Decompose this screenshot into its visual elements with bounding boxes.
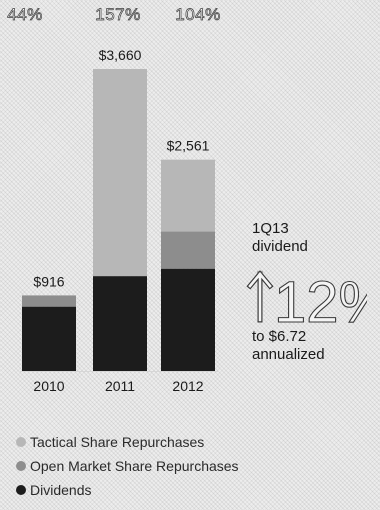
total-label-2010: $916 [33, 273, 64, 289]
callout-subject: dividend [252, 238, 308, 255]
legend-label: Open Market Share Repurchases [30, 458, 239, 474]
bar-segment-dividends-2011 [93, 276, 147, 371]
bar-segment-open-market-share-repurchases-2010 [22, 295, 76, 307]
up-arrow-icon [246, 270, 274, 323]
legend-swatch-dot-icon [16, 485, 26, 495]
callout-increase: 12% [242, 262, 380, 336]
legend-label: Tactical Share Repurchases [30, 434, 205, 450]
legend-item: Tactical Share Repurchases [16, 430, 239, 454]
year-label-2012: 2012 [172, 378, 203, 394]
percent-label-2011: 157% [95, 5, 140, 24]
bar-segment-dividends-2012 [161, 268, 215, 371]
callout-period: 1Q13 [252, 220, 289, 237]
bar-segment-open-market-share-repurchases-2012 [161, 231, 215, 269]
bar-segment-dividends-2010 [22, 306, 76, 371]
callout-rate-basis: annualized [252, 346, 325, 363]
legend-label: Dividends [30, 482, 92, 498]
callout-new-rate: to $6.72 [252, 328, 307, 345]
total-label-2012: $2,561 [167, 138, 210, 154]
percent-label-2010: 44% [7, 5, 43, 24]
year-label-2011: 2011 [105, 378, 135, 394]
bar-segment-tactical-share-repurchases-2012 [161, 159, 215, 232]
legend-item: Dividends [16, 478, 239, 502]
legend-swatch-dot-icon [16, 437, 26, 447]
chart-legend: Tactical Share Repurchases Open Market Sh… [16, 430, 239, 502]
stacked-bar-chart: 44% 157% 104% $916 2010 $3,660 2011 $2,561 2012 [7, 5, 221, 394]
percent-label-2012: 104% [175, 5, 220, 24]
bar-segment-tactical-share-repurchases-2011 [93, 69, 147, 277]
total-label-2011: $3,660 [99, 47, 142, 63]
legend-swatch-dot-icon [16, 461, 26, 471]
dividend-callout: 1Q13 dividend 12% to $6.72 annualized [246, 220, 380, 364]
year-label-2010: 2010 [33, 378, 64, 394]
callout-big-value: 12% [274, 270, 367, 328]
legend-item: Open Market Share Repurchases [16, 454, 239, 478]
